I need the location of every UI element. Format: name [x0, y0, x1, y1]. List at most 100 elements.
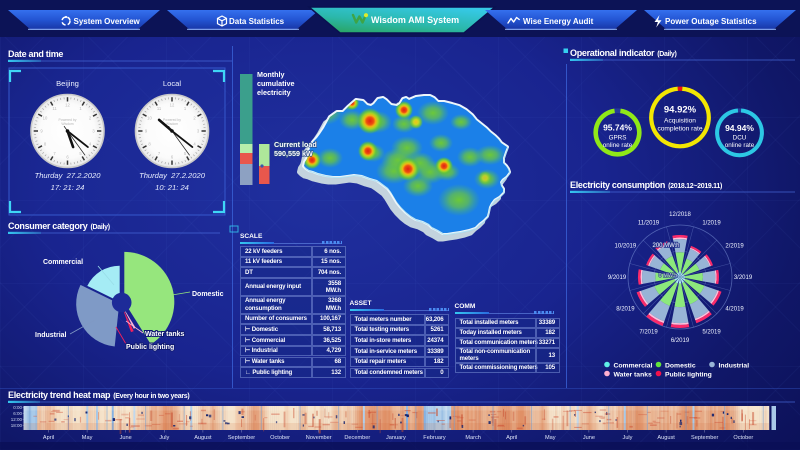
svg-text:3: 3 [197, 129, 200, 134]
svg-text:Water tanks: Water tanks [614, 372, 652, 379]
svg-text:6/2019: 6/2019 [671, 338, 690, 344]
svg-text:Public lighting: Public lighting [665, 372, 712, 379]
svg-text:94.94%: 94.94% [725, 123, 754, 133]
svg-text:6: 6 [66, 155, 69, 160]
svg-text:Public lighting: Public lighting [126, 344, 174, 351]
svg-text:Electricity consumption(2018.1: Electricity consumption (2018.12~2019.11) [570, 180, 722, 190]
svg-text:Current load: Current load [274, 140, 317, 149]
svg-text:7/2019: 7/2019 [639, 330, 658, 336]
svg-text:10/2019: 10/2019 [615, 244, 637, 250]
svg-text:95.74%: 95.74% [603, 123, 632, 133]
svg-text:Thurday 27.2.2020: Thurday 27.2.2020 [139, 171, 206, 180]
svg-text:7: 7 [53, 151, 56, 156]
svg-text:17: 21: 24: 17: 21: 24 [51, 183, 85, 192]
svg-text:590,559 kW: 590,559 kW [274, 149, 313, 158]
svg-text:12:00: 12:00 [11, 417, 23, 422]
svg-text:April: April [506, 435, 517, 441]
svg-text:January: January [386, 435, 406, 441]
svg-text:5: 5 [79, 151, 82, 156]
svg-text:94.92%: 94.92% [664, 105, 697, 116]
svg-text:November: November [306, 435, 332, 441]
svg-text:cumulative: cumulative [257, 79, 295, 88]
svg-text:4: 4 [193, 142, 196, 147]
svg-text:July: July [623, 435, 633, 441]
svg-text:2: 2 [89, 116, 92, 121]
svg-text:Beijing: Beijing [56, 79, 79, 88]
svg-text:Commercial: Commercial [43, 259, 83, 266]
svg-text:8: 8 [44, 142, 47, 147]
svg-text:10: 10 [147, 116, 152, 121]
svg-text:May: May [82, 435, 93, 441]
svg-text:electricity: electricity [257, 88, 291, 97]
svg-text:Wisdom AMI System: Wisdom AMI System [371, 15, 459, 25]
svg-text:1/2019: 1/2019 [702, 220, 721, 226]
svg-text:Wise Energy Audit: Wise Energy Audit [523, 17, 594, 26]
svg-text:3/2019: 3/2019 [734, 275, 753, 281]
svg-text:September: September [228, 435, 255, 441]
svg-text:DCU: DCU [733, 135, 747, 142]
svg-text:July: July [159, 435, 169, 441]
svg-text:10: 10 [43, 116, 48, 121]
svg-text:Electricity trend heat map(Eve: Electricity trend heat map (Every hour in… [8, 390, 189, 400]
svg-text:Domestic: Domestic [665, 363, 696, 370]
svg-text:12: 12 [65, 103, 70, 108]
svg-text:Acquisition: Acquisition [664, 118, 696, 125]
svg-text:April: April [43, 435, 54, 441]
svg-text:0:00: 0:00 [13, 405, 22, 410]
svg-text:Data Statistics: Data Statistics [229, 17, 285, 26]
svg-text:Date and time: Date and time [8, 49, 63, 59]
svg-text:12/2018: 12/2018 [669, 212, 691, 218]
svg-text:Water tanks: Water tanks [145, 331, 185, 338]
svg-text:1: 1 [79, 106, 82, 111]
svg-text:Wisdom: Wisdom [166, 122, 178, 126]
svg-text:7: 7 [158, 151, 161, 156]
svg-text:5: 5 [184, 151, 187, 156]
svg-text:8: 8 [148, 142, 151, 147]
svg-text:11: 11 [52, 106, 57, 111]
svg-text:8/2019: 8/2019 [616, 307, 635, 313]
svg-text:3: 3 [92, 129, 95, 134]
svg-text:online rate: online rate [725, 142, 755, 149]
svg-text:online rate: online rate [603, 142, 633, 149]
svg-text:4/2019: 4/2019 [725, 307, 744, 313]
svg-text:May: May [545, 435, 556, 441]
svg-text:9: 9 [40, 129, 43, 134]
svg-text:Powered by: Powered by [163, 118, 181, 122]
svg-text:0 MW.h: 0 MW.h [659, 273, 678, 279]
svg-text:GPRS: GPRS [609, 135, 627, 142]
svg-text:Thurday 27.2.2020: Thurday 27.2.2020 [35, 171, 102, 180]
svg-text:1: 1 [184, 106, 187, 111]
svg-text:200 MW.h: 200 MW.h [652, 243, 679, 249]
svg-text:11: 11 [157, 106, 162, 111]
svg-text:August: August [194, 435, 212, 441]
svg-text:9: 9 [145, 129, 148, 134]
svg-text:Monthly: Monthly [257, 70, 285, 79]
svg-text:October: October [733, 435, 753, 441]
svg-text:Power Outage Statistics: Power Outage Statistics [665, 17, 757, 26]
svg-text:completion rate: completion rate [657, 126, 702, 133]
svg-text:6: 6 [171, 155, 174, 160]
svg-text:6:00: 6:00 [13, 411, 22, 416]
svg-text:Powered by: Powered by [59, 118, 77, 122]
svg-text:System Overview: System Overview [74, 17, 141, 26]
svg-text:Industrial: Industrial [719, 363, 750, 370]
svg-text:2/2019: 2/2019 [725, 244, 744, 250]
svg-text:12: 12 [170, 103, 175, 108]
svg-text:Commercial: Commercial [614, 363, 653, 370]
svg-text:Domestic: Domestic [192, 291, 224, 298]
svg-text:4: 4 [89, 142, 92, 147]
svg-text:Wisdom: Wisdom [61, 122, 73, 126]
svg-text:October: October [270, 435, 290, 441]
svg-text:9/2019: 9/2019 [608, 275, 627, 281]
svg-text:Local: Local [163, 79, 181, 88]
svg-text:February: February [423, 435, 446, 441]
svg-text:11/2019: 11/2019 [638, 220, 660, 226]
svg-text:18:00: 18:00 [11, 423, 23, 428]
svg-text:August: August [657, 435, 675, 441]
svg-text:2: 2 [193, 116, 196, 121]
svg-text:March: March [465, 435, 481, 441]
svg-text:September: September [691, 435, 718, 441]
svg-text:10: 21: 24: 10: 21: 24 [155, 183, 189, 192]
svg-text:June: June [583, 435, 595, 441]
svg-text:June: June [120, 435, 132, 441]
